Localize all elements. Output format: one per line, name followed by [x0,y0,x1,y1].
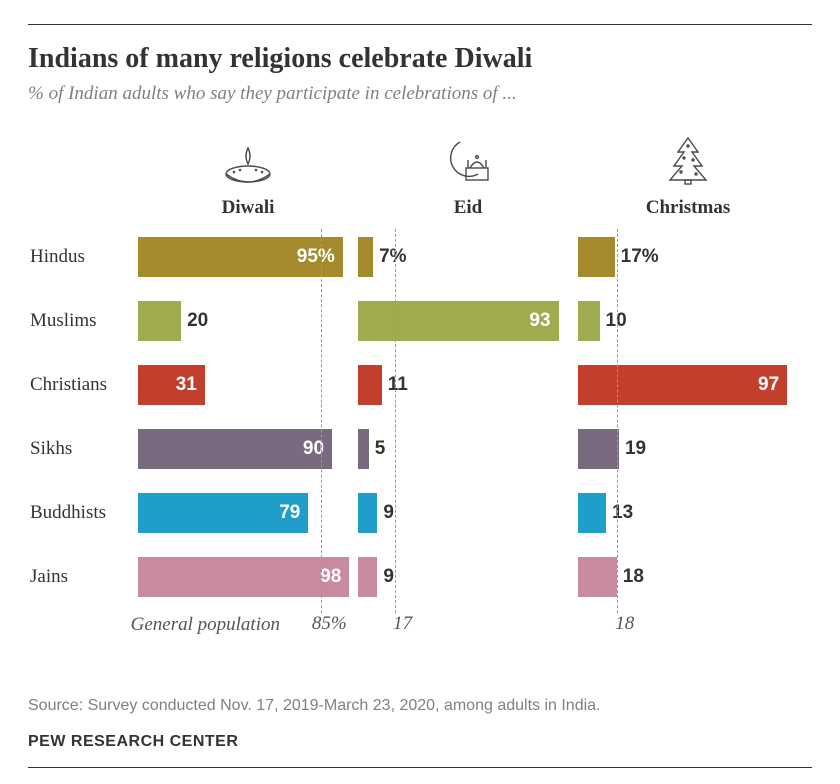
bar-value-label: 97 [758,374,779,396]
row-label: Hindus [28,246,138,268]
general-population-label: General population [28,614,288,636]
general-population-values: 85% 17 18 [288,613,812,637]
bar-value-label: 17% [621,246,659,268]
bar-value-label: 18 [623,566,644,588]
cell: 95% [138,229,358,285]
cell: 31 [138,357,358,413]
bar-value-label: 90 [303,438,324,460]
data-row: Jains 98 9 18 [28,549,812,605]
bar-value-label: 5 [375,438,386,460]
bar [358,365,382,405]
general-population-value: 18 [615,613,634,635]
column-header-eid: Eid [358,129,578,219]
cell: 9 [358,549,578,605]
cell: 93 [358,293,578,349]
bar-value-label: 31 [176,374,197,396]
row-label: Christians [28,374,138,396]
general-population-value: 85% [312,613,347,635]
bar [578,301,600,341]
data-row: Christians 31 11 97 [28,357,812,413]
column-header-diwali: Diwali [138,129,358,219]
bar [578,365,787,405]
bar [358,557,377,597]
bar-value-label: 7% [379,246,406,268]
cell: 20 [138,293,358,349]
bar [358,237,373,277]
column-header-row: Diwali Eid Christmas [138,129,812,219]
cell: 13 [578,485,798,541]
bar [358,429,369,469]
tree-icon [666,134,710,191]
bar-value-label: 13 [612,502,633,524]
cell: 98 [138,549,358,605]
column-label: Eid [454,197,483,219]
bar [578,237,615,277]
general-population-value: 17 [393,613,412,635]
bar [138,301,181,341]
cell: 97 [578,357,798,413]
column-label: Diwali [222,197,275,219]
bar [358,493,377,533]
source-text: Source: Survey conducted Nov. 17, 2019-M… [28,697,812,715]
data-row: Muslims 20 93 10 [28,293,812,349]
general-population-row: General population 85% 17 18 [28,613,812,637]
cell: 10 [578,293,798,349]
cell: 17% [578,229,798,285]
bar [578,429,619,469]
chart-title: Indians of many religions celebrate Diwa… [28,43,812,75]
diya-icon [220,142,276,191]
footer: Source: Survey conducted Nov. 17, 2019-M… [28,697,812,768]
row-label: Sikhs [28,438,138,460]
data-row: Buddhists 79 9 13 [28,485,812,541]
row-label: Muslims [28,310,138,332]
top-divider [28,24,812,25]
bar-value-label: 95% [297,246,335,268]
bar-value-label: 79 [279,502,300,524]
cell: 18 [578,549,798,605]
bar-value-label: 9 [383,502,394,524]
bar-value-label: 9 [383,566,394,588]
chart-area: Diwali Eid Christmas Hindus 95% 7% 17% Muslims… [28,129,812,669]
data-row: Sikhs 90 5 19 [28,421,812,477]
row-label: Jains [28,566,138,588]
cell: 11 [358,357,578,413]
bar-value-label: 93 [529,310,550,332]
cell: 9 [358,485,578,541]
bar-value-label: 98 [320,566,341,588]
cell: 90 [138,421,358,477]
bar [138,557,349,597]
row-label: Buddhists [28,502,138,524]
cell: 7% [358,229,578,285]
bar-value-label: 20 [187,310,208,332]
brand-text: PEW RESEARCH CENTER [28,733,812,751]
bar [578,493,606,533]
bar-value-label: 19 [625,438,646,460]
cell: 79 [138,485,358,541]
column-header-christmas: Christmas [578,129,798,219]
cell: 19 [578,421,798,477]
moon-mosque-icon [440,138,496,191]
chart-subtitle: % of Indian adults who say they particip… [28,83,812,105]
bar [578,557,617,597]
chart-rows: Hindus 95% 7% 17% Muslims 20 93 10 Christians 31 1… [28,229,812,605]
bar-value-label: 10 [606,310,627,332]
data-row: Hindus 95% 7% 17% [28,229,812,285]
bar-value-label: 11 [388,374,408,396]
column-label: Christmas [646,197,730,219]
cell: 5 [358,421,578,477]
